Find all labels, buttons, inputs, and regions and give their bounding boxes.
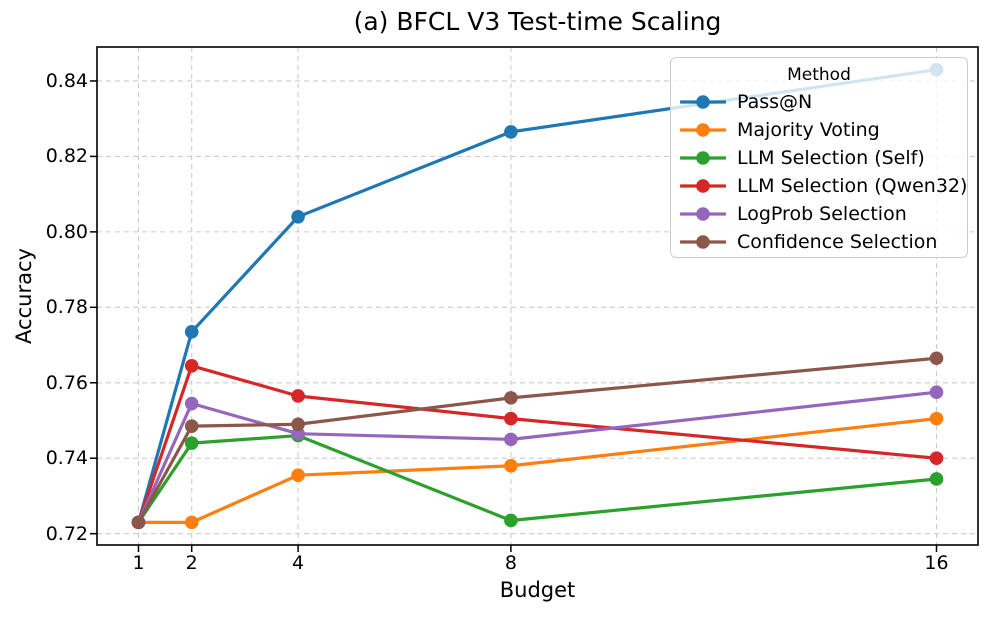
data-point — [291, 209, 305, 224]
data-point — [184, 396, 199, 411]
data-point — [504, 513, 518, 528]
series-line — [136, 417, 939, 524]
data-point — [504, 411, 518, 426]
plot-border — [96, 46, 979, 546]
data-point — [929, 451, 944, 466]
series-llm-selection-qwen32 — [131, 358, 944, 530]
series-majority-voting — [131, 411, 944, 530]
chart-title: (a) BFCL V3 Test-time Scaling — [353, 7, 722, 36]
y-tick-label: 0.84 — [45, 69, 88, 92]
x-tick-label: 4 — [292, 552, 305, 574]
legend-item-label: Confidence Selection — [737, 231, 938, 253]
legend-item-pass-n: Pass@N — [679, 88, 959, 116]
legend-item-label: LLM Selection (Self) — [737, 147, 925, 169]
data-point — [184, 358, 199, 373]
data-point — [504, 391, 518, 405]
series-confidence-selection — [131, 351, 944, 530]
x-tick-label: 16 — [924, 552, 949, 574]
data-point — [131, 515, 146, 530]
legend-item-label: Pass@N — [737, 91, 813, 113]
y-tick-label: 0.74 — [45, 447, 88, 470]
data-point — [504, 125, 518, 139]
legend-sample-marker — [696, 123, 710, 137]
data-point — [184, 419, 199, 433]
series-line — [136, 364, 939, 524]
legend: Method Pass@N Majority Voting LLM Selectio… — [670, 57, 968, 258]
data-point — [184, 515, 199, 530]
tick-marks — [90, 80, 938, 552]
data-point — [184, 436, 199, 450]
legend-line-sample — [680, 95, 726, 109]
y-tick-label: 0.80 — [45, 220, 88, 243]
data-point — [929, 411, 944, 426]
data-point — [504, 458, 518, 473]
legend-line-sample — [680, 207, 726, 221]
y-tick-label: 0.72 — [45, 522, 88, 545]
legend-sample-marker — [696, 207, 710, 221]
series-logprob-selection — [131, 385, 944, 530]
legend-items: Pass@N Majority Voting LLM Selection (Self… — [679, 88, 967, 256]
legend-item-label: LogProb Selection — [737, 203, 907, 225]
legend-item-label: LLM Selection (Qwen32) — [737, 175, 968, 197]
y-tick-label: 0.82 — [45, 145, 88, 168]
x-axis-label: Budget — [499, 578, 576, 602]
legend-line-sample — [680, 179, 726, 193]
legend-sample-marker — [696, 179, 710, 193]
legend-item-llm-selection-qwen32: LLM Selection (Qwen32) — [679, 172, 967, 200]
x-tick-label: 1 — [132, 552, 145, 574]
data-point — [504, 432, 518, 447]
data-point — [291, 468, 305, 483]
legend-line-sample — [680, 151, 726, 165]
data-point — [184, 325, 199, 339]
legend-item-label: Majority Voting — [737, 119, 880, 141]
y-tick-label: 0.78 — [45, 296, 88, 319]
series-line — [136, 356, 939, 524]
legend-item-logprob-selection: LogProb Selection — [679, 200, 959, 228]
legend-item-majority-voting: Majority Voting — [679, 116, 959, 144]
legend-sample-marker — [696, 151, 710, 165]
legend-item-llm-selection-self: LLM Selection (Self) — [679, 144, 959, 172]
legend-item-confidence-selection: Confidence Selection — [679, 228, 959, 256]
data-point — [929, 385, 944, 400]
legend-line-sample — [680, 235, 726, 249]
data-point — [929, 472, 944, 486]
legend-line-sample — [680, 123, 726, 137]
series-llm-selection-self — [131, 428, 944, 530]
x-tick-label: 8 — [504, 552, 517, 574]
x-tick-label: 2 — [185, 552, 198, 574]
series-line — [136, 390, 939, 524]
legend-sample-marker — [696, 235, 710, 249]
legend-title: Method — [787, 65, 851, 85]
data-point — [291, 389, 305, 403]
legend-sample-marker — [696, 95, 710, 109]
y-tick-label: 0.76 — [45, 371, 88, 394]
data-point — [929, 351, 944, 366]
data-point — [291, 426, 305, 441]
data-point — [291, 417, 305, 432]
